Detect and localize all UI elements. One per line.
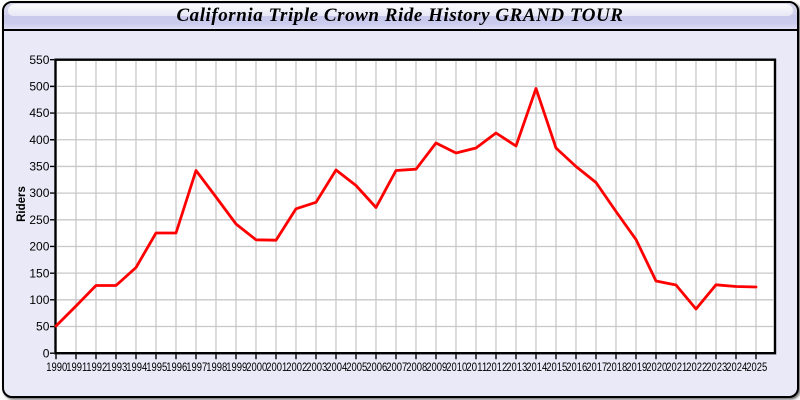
svg-text:350: 350 xyxy=(29,160,49,174)
svg-text:550: 550 xyxy=(29,53,49,67)
svg-text:2008: 2008 xyxy=(406,360,427,374)
svg-text:2017: 2017 xyxy=(586,360,607,374)
svg-text:1995: 1995 xyxy=(146,360,167,374)
svg-text:Riders: Riders xyxy=(16,186,28,222)
svg-text:1997: 1997 xyxy=(186,360,207,374)
svg-text:2001: 2001 xyxy=(266,360,287,374)
svg-text:2022: 2022 xyxy=(686,360,707,374)
svg-text:2003: 2003 xyxy=(306,360,327,374)
svg-text:250: 250 xyxy=(29,213,49,227)
svg-text:1998: 1998 xyxy=(206,360,227,374)
svg-text:2000: 2000 xyxy=(246,360,267,374)
svg-text:450: 450 xyxy=(29,106,49,120)
svg-text:2019: 2019 xyxy=(626,360,647,374)
svg-text:2009: 2009 xyxy=(426,360,447,374)
svg-text:2011: 2011 xyxy=(466,360,487,374)
svg-text:200: 200 xyxy=(29,240,49,254)
svg-text:1992: 1992 xyxy=(86,360,107,374)
svg-text:100: 100 xyxy=(29,293,49,307)
svg-text:150: 150 xyxy=(29,266,49,280)
svg-text:500: 500 xyxy=(29,80,49,94)
svg-text:1994: 1994 xyxy=(126,360,147,374)
svg-text:1996: 1996 xyxy=(166,360,187,374)
svg-text:2025: 2025 xyxy=(746,360,767,374)
svg-text:2021: 2021 xyxy=(666,360,687,374)
svg-text:2014: 2014 xyxy=(526,360,547,374)
svg-text:2016: 2016 xyxy=(566,360,587,374)
svg-text:2010: 2010 xyxy=(446,360,467,374)
svg-text:300: 300 xyxy=(29,186,49,200)
svg-text:2023: 2023 xyxy=(706,360,727,374)
svg-text:1999: 1999 xyxy=(226,360,247,374)
svg-text:400: 400 xyxy=(29,133,49,147)
svg-text:2012: 2012 xyxy=(486,360,507,374)
svg-text:2006: 2006 xyxy=(366,360,387,374)
svg-text:2013: 2013 xyxy=(506,360,527,374)
svg-text:2020: 2020 xyxy=(646,360,667,374)
svg-text:2024: 2024 xyxy=(726,360,747,374)
svg-text:0: 0 xyxy=(43,346,50,360)
svg-text:2005: 2005 xyxy=(346,360,367,374)
svg-text:2018: 2018 xyxy=(606,360,627,374)
svg-text:2002: 2002 xyxy=(286,360,307,374)
svg-text:1993: 1993 xyxy=(106,360,127,374)
svg-text:1991: 1991 xyxy=(66,360,87,374)
svg-text:50: 50 xyxy=(36,320,50,334)
svg-text:2007: 2007 xyxy=(386,360,407,374)
svg-text:2004: 2004 xyxy=(326,360,347,374)
svg-text:1990: 1990 xyxy=(46,360,67,374)
svg-text:2015: 2015 xyxy=(546,360,567,374)
